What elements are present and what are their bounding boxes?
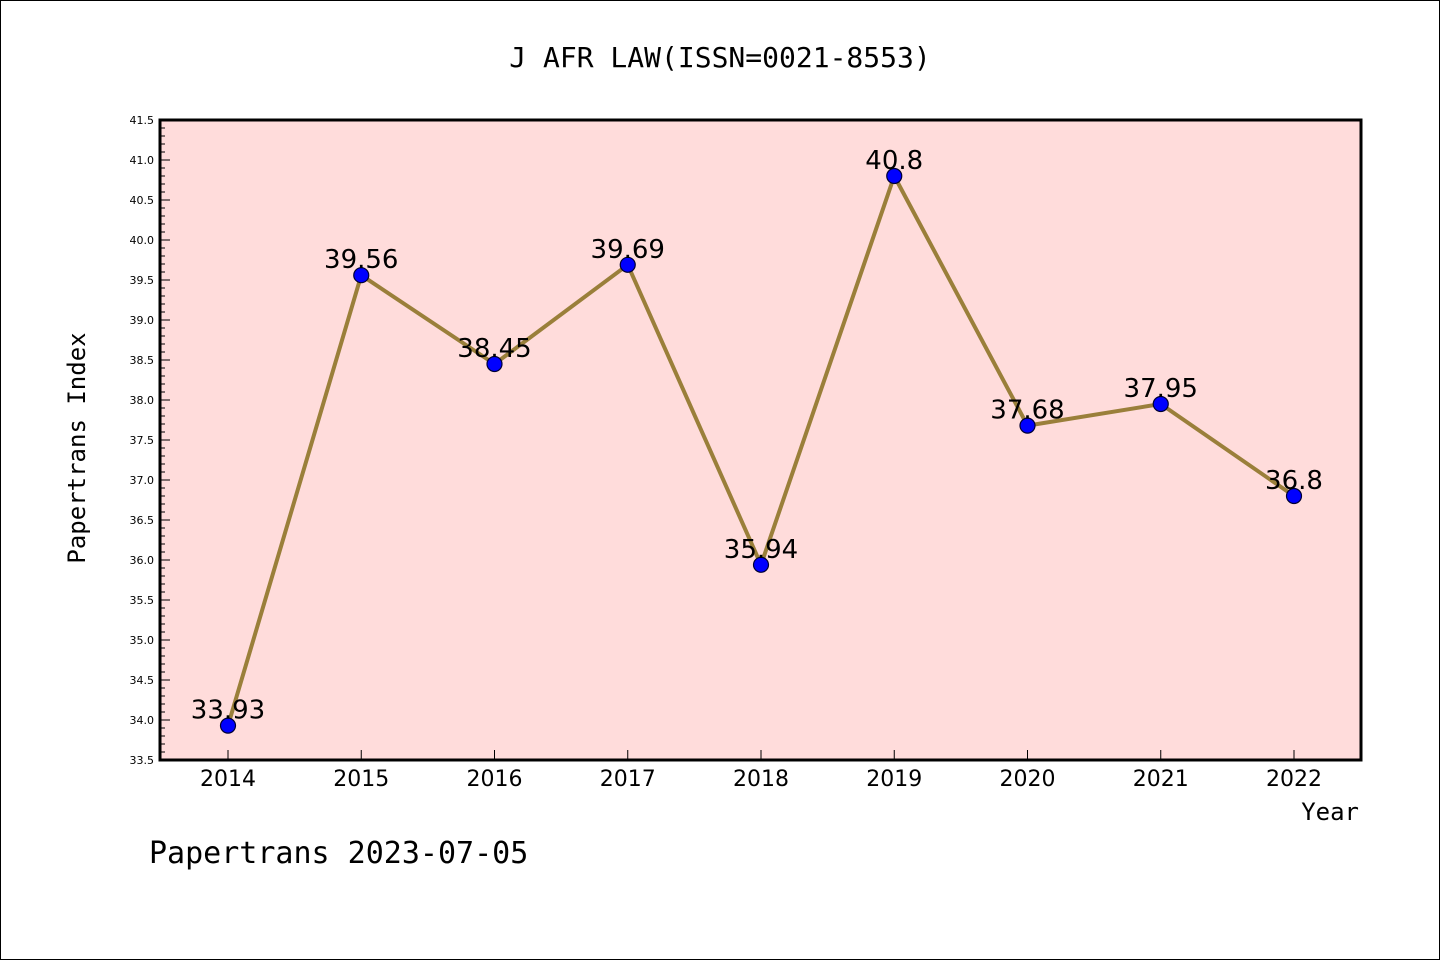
plot-border [158, 118, 1363, 762]
y-tick-label: 40.5 [130, 194, 155, 207]
data-point [219, 717, 237, 734]
data-point [1285, 487, 1303, 505]
y-tick-label: 40.0 [130, 234, 155, 247]
y-tick-label: 33.5 [130, 754, 155, 767]
data-point [486, 355, 503, 373]
data-label: 39.56 [324, 245, 398, 275]
data-labels-group: 33.93 39.56 38.45 39.69 35.94 40.8 37.68 37.95 3… [191, 146, 1323, 726]
y-tick-label: 41.5 [130, 114, 155, 127]
x-axis-label: Year [1301, 798, 1359, 826]
y-tick-label: 37.0 [130, 474, 155, 487]
data-point [1152, 395, 1169, 413]
y-tick-label: 39.0 [130, 314, 155, 327]
y-tick-label: 39.5 [130, 274, 155, 287]
x-axis-ticks: 2014 2015 2016 2017 2018 2019 2020 2021 2022 [200, 750, 1322, 792]
x-tick-label: 2022 [1266, 767, 1322, 792]
x-tick-label: 2015 [333, 767, 389, 792]
data-label: 33.93 [191, 696, 265, 726]
x-tick-label: 2019 [866, 767, 922, 792]
plot-area [160, 120, 1361, 760]
x-tick-label: 2014 [200, 767, 256, 792]
data-point [1019, 417, 1036, 434]
data-label: 37.68 [990, 396, 1064, 426]
x-tick-label: 2020 [1000, 767, 1056, 792]
x-tick-label: 2016 [467, 767, 523, 792]
data-label: 38.45 [457, 334, 531, 364]
y-tick-label: 35.0 [130, 634, 155, 647]
chart-title: J AFR LAW(ISSN=0021-8553) [509, 41, 930, 74]
y-tick-label: 38.5 [130, 354, 155, 367]
data-point [752, 556, 770, 573]
y-tick-label: 34.0 [130, 714, 155, 727]
y-tick-label: 37.5 [130, 434, 155, 447]
data-label: 37.95 [1124, 374, 1198, 404]
data-label: 39.69 [591, 235, 665, 265]
y-tick-label: 38.0 [130, 394, 155, 407]
y-tick-label: 41.0 [130, 154, 155, 167]
data-label: 40.8 [865, 146, 923, 176]
data-point [886, 167, 903, 185]
y-tick-label: 36.0 [130, 554, 155, 567]
y-axis-ticks: 33.5 34.0 34.5 35.0 35.5 36.0 36.5 37.0 37.5 38.0… [130, 114, 170, 767]
x-tick-label: 2021 [1133, 767, 1189, 792]
data-label: 35.94 [724, 535, 798, 565]
y-tick-label: 34.5 [130, 674, 155, 687]
y-axis-label: Papertrans Index [63, 332, 91, 563]
data-point [619, 256, 636, 273]
x-tick-label: 2017 [600, 767, 656, 792]
data-label: 36.8 [1265, 466, 1323, 496]
y-tick-label: 36.5 [130, 514, 155, 527]
y-tick-label: 35.5 [130, 594, 155, 607]
data-point [353, 267, 370, 284]
footer-date: Papertrans 2023-07-05 [149, 836, 528, 871]
x-tick-label: 2018 [733, 767, 789, 792]
series-group [219, 167, 1303, 734]
